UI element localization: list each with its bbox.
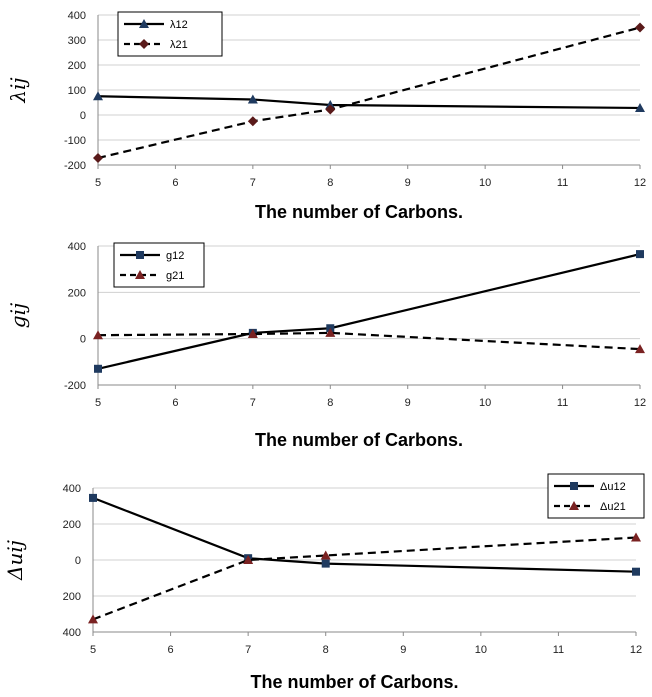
legend-marker (136, 251, 144, 259)
y-tick-label: 0 (80, 334, 86, 346)
y-axis-title: gij (6, 303, 30, 328)
legend-marker (570, 482, 578, 490)
x-tick-label: 6 (168, 644, 174, 656)
data-point (89, 493, 97, 502)
y-tick-label: 400 (68, 241, 86, 253)
x-tick-label: 9 (405, 397, 411, 409)
y-tick-label: 200 (68, 60, 86, 72)
y-tick-label: 400 (63, 627, 81, 639)
y-axis-title: Δuij (3, 540, 27, 581)
data-point (631, 532, 641, 542)
data-point (94, 364, 102, 373)
legend-marker (135, 270, 145, 279)
x-tick-label: 10 (479, 397, 491, 409)
x-axis-title: The number of Carbons. (255, 202, 463, 222)
x-tick-label: 11 (553, 644, 564, 656)
legend-marker (569, 501, 579, 510)
data-point (247, 329, 258, 339)
x-tick-label: 7 (250, 397, 256, 409)
data-point (325, 327, 336, 337)
x-tick-label: 7 (250, 177, 256, 189)
series-line-Δu21 (92, 536, 637, 621)
data-point (93, 330, 103, 340)
data-point (632, 567, 640, 576)
y-axis-title: λij (6, 77, 30, 103)
x-tick-label: 5 (95, 177, 101, 189)
data-point (247, 94, 258, 104)
x-axis-title: The number of Carbons. (255, 430, 463, 450)
series-line-Δu12 (92, 496, 637, 573)
y-tick-label: 200 (68, 287, 86, 299)
x-tick-label: 12 (630, 644, 642, 656)
legend (113, 242, 205, 288)
y-tick-label: 400 (68, 10, 86, 22)
x-tick-label: 6 (172, 397, 178, 409)
y-tick-label: -100 (64, 135, 86, 147)
legend (547, 473, 645, 519)
x-tick-label: 8 (323, 644, 329, 656)
data-point (93, 91, 103, 101)
legend-label: Δu21 (600, 501, 626, 513)
x-tick-label: 11 (557, 397, 568, 409)
y-tick-label: 200 (63, 591, 81, 603)
x-tick-label: 9 (400, 644, 406, 656)
series-line-g12 (97, 253, 641, 370)
legend (117, 11, 223, 57)
x-tick-label: 12 (634, 397, 646, 409)
legend-label: λ21 (170, 39, 188, 51)
series-line-λ21 (97, 26, 641, 160)
y-tick-label: 0 (80, 110, 86, 122)
y-tick-label: 300 (68, 35, 86, 47)
x-tick-label: 5 (90, 644, 96, 656)
y-tick-label: 200 (63, 519, 81, 531)
data-point (247, 116, 258, 127)
x-tick-label: 8 (327, 177, 333, 189)
chart-g: 400 200 0 -200 5 6 7 8 9 10 11 12 The number of Carb… (6, 241, 646, 450)
y-tick-label: -200 (64, 160, 86, 172)
data-point (325, 104, 336, 115)
y-tick-label: 0 (75, 555, 81, 567)
x-tick-label: 10 (475, 644, 487, 656)
x-tick-label: 7 (245, 644, 251, 656)
data-point (243, 555, 254, 564)
x-tick-label: 10 (479, 177, 491, 189)
legend-label: g21 (166, 270, 184, 282)
data-point (636, 250, 644, 259)
data-point (635, 22, 645, 33)
x-tick-label: 12 (634, 177, 646, 189)
series-line-g21 (97, 331, 641, 351)
x-tick-label: 8 (327, 397, 333, 409)
data-point (88, 614, 98, 624)
legend-marker (139, 19, 149, 28)
data-point (93, 153, 103, 163)
y-tick-label: -200 (64, 380, 86, 392)
legend-label: Δu12 (600, 481, 626, 493)
legend-marker (139, 39, 149, 49)
x-tick-label: 9 (405, 177, 411, 189)
y-tick-label: 400 (63, 483, 81, 495)
x-tick-label: 11 (557, 177, 568, 189)
chart-lambda: 400 300 200 100 0 -100 -200 5 6 7 8 9 10 11 12 The numb… (6, 10, 646, 222)
legend-label: g12 (166, 250, 184, 262)
data-point (635, 103, 645, 112)
data-point (635, 344, 645, 354)
y-tick-label: 100 (68, 85, 86, 97)
series-line-λ12 (97, 95, 641, 110)
chart-delta-u: 400 200 0 200 400 5 6 7 8 9 10 11 12 The number of Ca… (3, 473, 645, 692)
x-tick-label: 5 (95, 397, 101, 409)
x-tick-label: 6 (172, 177, 178, 189)
data-point (320, 550, 331, 560)
data-point (321, 559, 330, 568)
legend-label: λ12 (170, 19, 188, 31)
x-axis-title: The number of Carbons. (250, 672, 458, 692)
